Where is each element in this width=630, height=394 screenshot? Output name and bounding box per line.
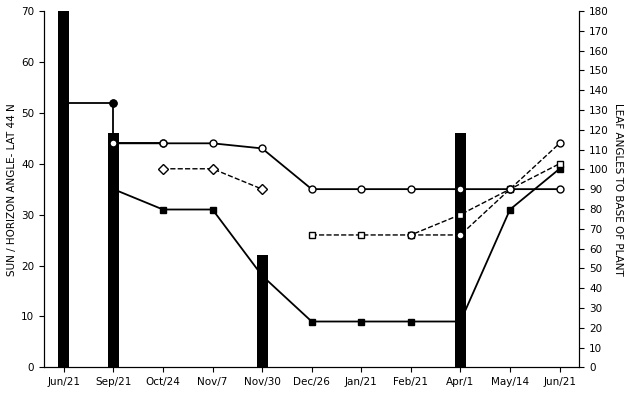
Y-axis label: LEAF ANGLES TO BASE OF PLANT: LEAF ANGLES TO BASE OF PLANT [613,103,623,275]
Bar [256,255,268,367]
Bar [455,133,466,367]
Bar [108,133,119,367]
Y-axis label: SUN / HORIZON ANGLE- LAT 44 N: SUN / HORIZON ANGLE- LAT 44 N [7,103,17,275]
Bar [59,11,69,367]
